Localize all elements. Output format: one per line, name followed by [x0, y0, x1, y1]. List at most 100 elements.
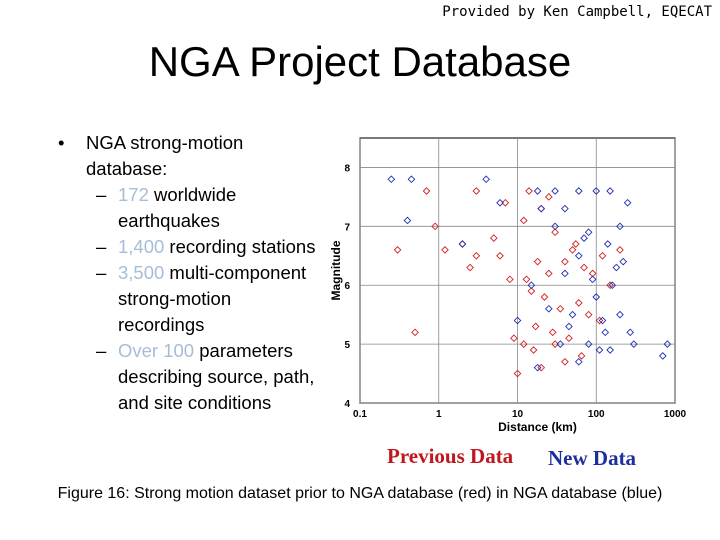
data-point — [598, 316, 607, 325]
data-point — [441, 246, 449, 254]
data-point — [522, 275, 531, 284]
data-point — [663, 340, 672, 348]
sub-bullet-text: recording stations — [164, 236, 316, 257]
data-point — [565, 322, 573, 331]
data-point — [556, 304, 565, 313]
data-point — [489, 234, 498, 242]
bullet-main: • NGA strong-motion database: — [58, 130, 318, 182]
dash-icon: – — [96, 184, 107, 205]
data-point — [658, 352, 667, 360]
data-point — [501, 198, 510, 207]
data-point — [561, 257, 569, 266]
credit-line: Provided by Ken Campbell, EQECAT — [442, 4, 712, 20]
data-point — [496, 198, 504, 207]
data-point — [574, 251, 583, 260]
data-point — [561, 269, 569, 278]
data-point — [519, 216, 528, 225]
data-point — [513, 369, 522, 378]
sub-bullet-text: multi-component strong-motion recordings — [118, 262, 307, 335]
data-point — [592, 187, 601, 195]
data-point — [595, 316, 604, 325]
data-point — [527, 281, 536, 290]
data-point — [519, 340, 528, 348]
data-point — [598, 251, 607, 260]
figure-caption: Figure 16: Strong motion dataset prior t… — [57, 485, 663, 502]
data-point — [580, 263, 588, 272]
data-point — [623, 198, 632, 207]
data-point — [588, 275, 597, 284]
bullet-dot-icon: • — [58, 132, 65, 153]
data-point — [565, 334, 573, 343]
data-point — [533, 187, 542, 195]
y-tick-label: 6 — [344, 281, 350, 292]
data-point — [584, 340, 593, 348]
data-point — [537, 204, 546, 213]
sub-bullet: – 172 worldwide earthquakes — [58, 182, 318, 234]
dash-icon: – — [96, 262, 107, 283]
data-point — [403, 216, 412, 225]
x-tick-label: 0.1 — [353, 409, 367, 420]
data-point — [592, 293, 601, 301]
data-point — [411, 328, 419, 337]
data-point — [571, 240, 580, 248]
sub-bullet: – 3,500 multi-component strong-motion re… — [58, 260, 318, 338]
sub-bullet-text: parameters describing source, path, and … — [118, 340, 315, 413]
data-point — [525, 187, 533, 195]
data-point — [568, 246, 577, 254]
x-axis-label: Distance (km) — [498, 420, 577, 434]
data-point — [616, 310, 624, 319]
data-point — [551, 187, 559, 195]
data-point — [551, 228, 559, 237]
y-tick-label: 8 — [344, 163, 350, 174]
data-point — [422, 187, 431, 195]
dash-icon: – — [96, 236, 107, 257]
sub-bullet: – 1,400 recording stations — [58, 234, 318, 260]
data-point — [616, 246, 624, 254]
data-point — [510, 334, 518, 343]
data-point — [472, 187, 481, 195]
data-point — [548, 328, 557, 337]
bullet-list: • NGA strong-motion database: – 172 worl… — [58, 130, 318, 416]
data-point — [393, 246, 402, 254]
data-point — [531, 322, 540, 331]
data-point — [619, 257, 628, 266]
data-point — [506, 275, 514, 284]
bullet-main-text: NGA strong-motion database: — [86, 132, 244, 179]
data-point — [533, 363, 542, 372]
data-point — [606, 346, 614, 354]
slide-title: NGA Project Database — [148, 38, 572, 85]
y-tick-label: 7 — [344, 222, 350, 233]
x-tick-label: 10 — [512, 409, 524, 420]
data-point — [574, 357, 583, 366]
data-point — [612, 263, 621, 272]
data-point — [580, 234, 588, 242]
data-point — [482, 175, 490, 184]
data-point — [584, 228, 593, 237]
data-point — [574, 299, 583, 307]
data-point — [629, 340, 638, 348]
sub-bullet-highlight: 3,500 — [118, 262, 165, 283]
data-point — [529, 346, 538, 354]
data-point — [574, 187, 583, 195]
sub-bullet-highlight: Over 100 — [118, 340, 195, 361]
data-point — [431, 222, 439, 231]
data-point — [551, 222, 559, 231]
data-point — [603, 240, 612, 248]
data-point — [595, 346, 604, 354]
data-point — [513, 316, 522, 325]
data-point — [577, 352, 586, 360]
data-point — [533, 257, 542, 266]
data-point — [606, 187, 614, 195]
data-point — [626, 328, 635, 337]
data-point — [568, 310, 577, 319]
scatter-chart: 0.1 1 10 100 1000 4 5 6 7 8 Distance (km) Magnitude — [329, 137, 687, 434]
data-point — [545, 193, 553, 201]
sub-bullet-highlight: 172 — [118, 184, 149, 205]
data-point — [601, 328, 610, 337]
data-point — [496, 251, 504, 260]
data-point — [545, 304, 553, 313]
data-point — [527, 287, 536, 295]
data-point — [551, 340, 559, 348]
data-point — [561, 204, 569, 213]
sub-bullet: – Over 100 parameters describing source,… — [58, 338, 318, 416]
